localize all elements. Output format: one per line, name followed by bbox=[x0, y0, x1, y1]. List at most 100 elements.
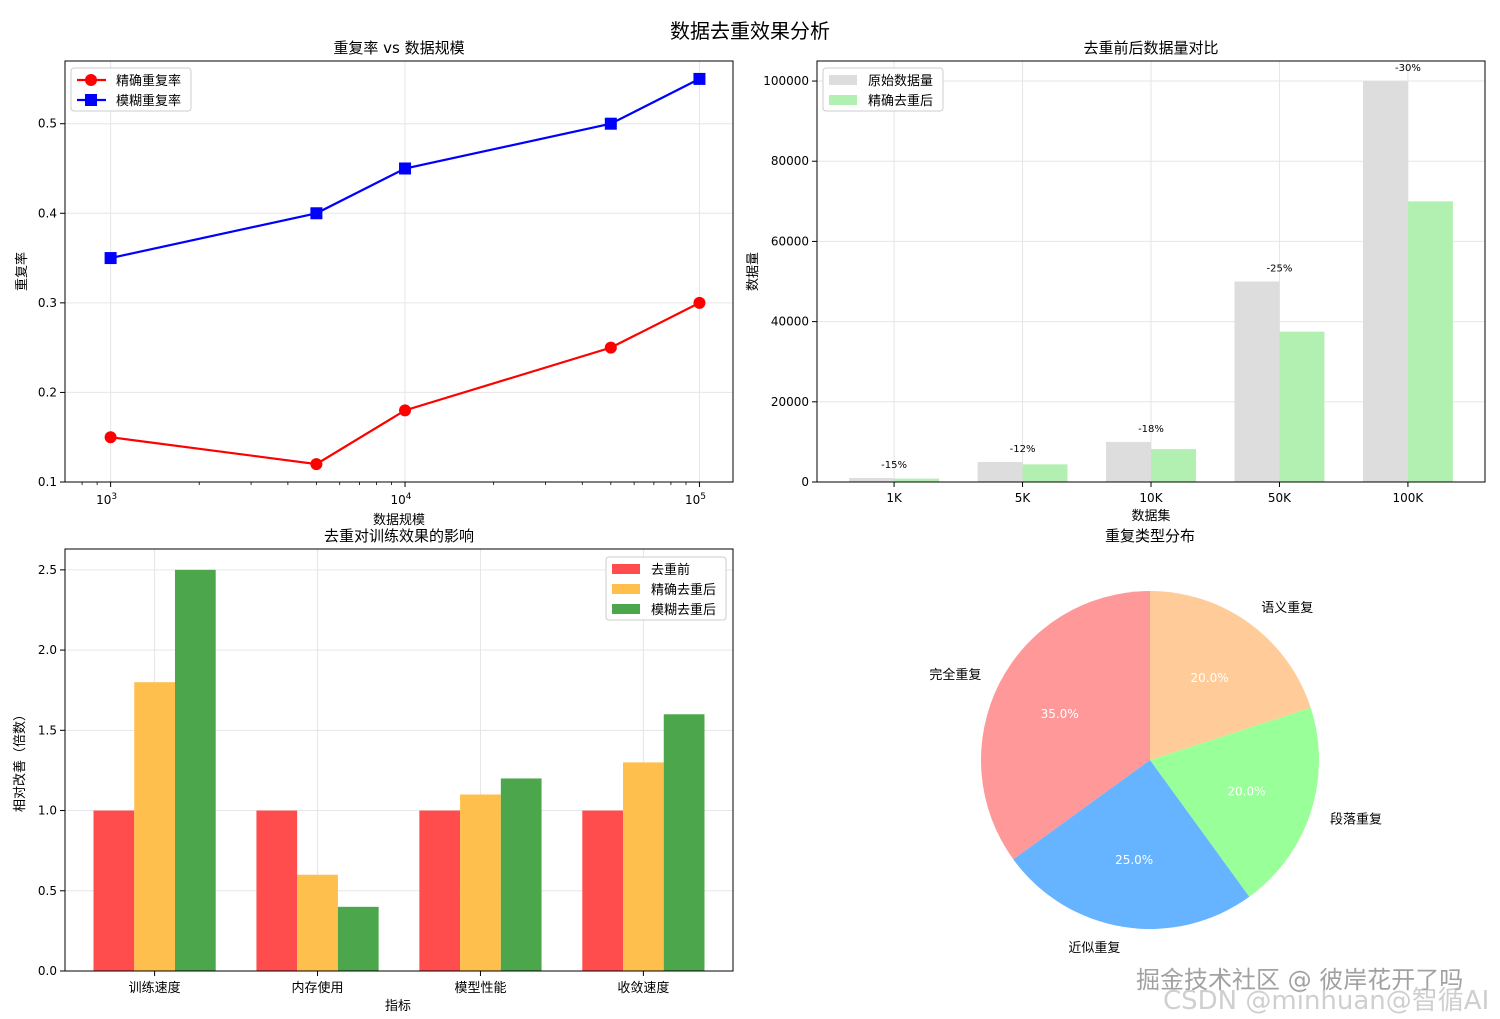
legend-label: 模糊重复率 bbox=[116, 93, 181, 109]
bar bbox=[1151, 449, 1196, 482]
chart-title: 重复类型分布 bbox=[1105, 527, 1195, 545]
bar bbox=[894, 478, 940, 482]
x-tick-label: 训练速度 bbox=[129, 980, 181, 996]
pie-pct-label: 20.0% bbox=[1191, 671, 1229, 685]
data-point bbox=[604, 341, 617, 354]
legend-label: 精确去重后 bbox=[868, 93, 933, 109]
bar bbox=[460, 794, 501, 971]
data-point bbox=[310, 207, 323, 220]
bar bbox=[663, 714, 705, 971]
pie-slice bbox=[1150, 707, 1319, 897]
bar bbox=[582, 810, 624, 971]
y-tick-label: 20000 bbox=[771, 395, 809, 409]
x-axis-label: 数据规模 bbox=[373, 513, 425, 528]
bar-annotation: -12% bbox=[1010, 444, 1036, 455]
pie-pct-label: 25.0% bbox=[1115, 853, 1153, 867]
bar bbox=[1106, 441, 1151, 482]
watermark-secondary: CSDN @minhuan@智循AI bbox=[1163, 986, 1490, 1016]
legend-swatch bbox=[612, 604, 640, 614]
pie-slice bbox=[981, 591, 1150, 860]
bar-annotation: -15% bbox=[881, 460, 907, 471]
legend-label: 精确重复率 bbox=[116, 73, 181, 89]
legend-swatch bbox=[829, 75, 857, 85]
pie-slice bbox=[1013, 760, 1250, 930]
bar bbox=[1234, 281, 1280, 482]
y-tick-label: 1.0 bbox=[38, 804, 57, 818]
axes-frame bbox=[816, 60, 1486, 483]
y-axis-label: 数据量 bbox=[746, 252, 761, 291]
legend-label: 原始数据量 bbox=[868, 74, 933, 89]
x-tick-label: 模型性能 bbox=[454, 981, 506, 996]
y-tick-label: 80000 bbox=[771, 154, 809, 168]
pie-label: 近似重复 bbox=[1068, 940, 1120, 956]
y-tick-label: 0.1 bbox=[38, 475, 57, 489]
bar-chart-panel-volume: -15% -12% -18% -25% -30% 1K 5K 10K 50K 100K 0 20000… bbox=[746, 39, 1486, 524]
pie-pct-label: 20.0% bbox=[1227, 784, 1265, 798]
legend-swatch bbox=[612, 584, 640, 594]
legend-marker bbox=[85, 74, 97, 86]
y-tick-label: 40000 bbox=[771, 315, 809, 329]
x-tick-label: 103 bbox=[96, 492, 117, 507]
y-tick-label: 2.5 bbox=[38, 563, 57, 577]
watermark-primary: 掘金技术社区 @ 彼岸花开了吗 bbox=[1136, 966, 1464, 994]
bar bbox=[623, 762, 664, 971]
y-tick-label: 0.3 bbox=[38, 296, 57, 310]
data-point bbox=[604, 117, 617, 130]
legend-label: 精确去重后 bbox=[651, 582, 716, 598]
y-tick-label: 0 bbox=[801, 475, 809, 489]
y-tick-label: 0.5 bbox=[38, 884, 57, 898]
x-tick-label: 50K bbox=[1268, 491, 1292, 505]
bar-chart-panel-training: 训练速度 内存使用 模型性能 收敛速度 0.0 0.5 1.0 1.5 2.0 2.5 去重对训练效… bbox=[12, 527, 734, 1014]
y-axis-label: 重复率 bbox=[14, 252, 30, 291]
pie-slice bbox=[1150, 591, 1311, 760]
data-point bbox=[104, 252, 117, 265]
x-axis-label: 数据集 bbox=[1131, 508, 1170, 524]
bar bbox=[297, 874, 338, 971]
x-tick-label: 收敛速度 bbox=[617, 980, 669, 996]
y-tick-label: 0.2 bbox=[38, 385, 57, 399]
x-tick-label: 100K bbox=[1393, 491, 1425, 505]
data-point bbox=[104, 431, 117, 444]
bar bbox=[1022, 464, 1068, 482]
x-tick-label: 105 bbox=[685, 492, 706, 507]
y-tick-label: 100000 bbox=[763, 74, 809, 88]
data-point bbox=[399, 404, 412, 417]
x-tick-label: 5K bbox=[1015, 491, 1032, 505]
bar bbox=[419, 810, 461, 971]
data-point bbox=[310, 458, 323, 471]
legend-swatch bbox=[829, 95, 857, 105]
bar-annotation: -18% bbox=[1138, 424, 1164, 435]
y-axis-label: 相对改善（倍数） bbox=[12, 708, 28, 812]
y-tick-label: 2.0 bbox=[38, 643, 57, 657]
x-tick-label: 104 bbox=[391, 492, 412, 507]
pie-label: 语义重复 bbox=[1261, 600, 1313, 616]
y-tick-label: 0.0 bbox=[38, 964, 57, 978]
bar bbox=[93, 810, 135, 971]
legend-marker bbox=[85, 94, 97, 106]
y-tick-label: 0.5 bbox=[38, 117, 57, 131]
bar-annotation: -25% bbox=[1267, 264, 1293, 275]
pie-label: 完全重复 bbox=[929, 667, 981, 683]
pie-label: 段落重复 bbox=[1330, 811, 1382, 827]
y-tick-label: 0.4 bbox=[38, 206, 57, 220]
y-tick-label: 60000 bbox=[771, 234, 809, 248]
bar bbox=[1279, 331, 1325, 482]
chart-title: 去重前后数据量对比 bbox=[1083, 39, 1218, 57]
figure-title: 数据去重效果分析 bbox=[670, 19, 830, 43]
legend-swatch bbox=[612, 564, 640, 574]
x-tick-label: 1K bbox=[886, 491, 903, 505]
bar bbox=[977, 461, 1023, 482]
bar bbox=[1407, 201, 1453, 483]
chart-title: 去重对训练效果的影响 bbox=[324, 527, 474, 545]
bar bbox=[174, 569, 216, 971]
data-point bbox=[399, 162, 412, 175]
y-tick-label: 1.5 bbox=[38, 723, 57, 737]
chart-title: 重复率 vs 数据规模 bbox=[333, 39, 464, 57]
x-axis-label: 指标 bbox=[385, 999, 411, 1014]
